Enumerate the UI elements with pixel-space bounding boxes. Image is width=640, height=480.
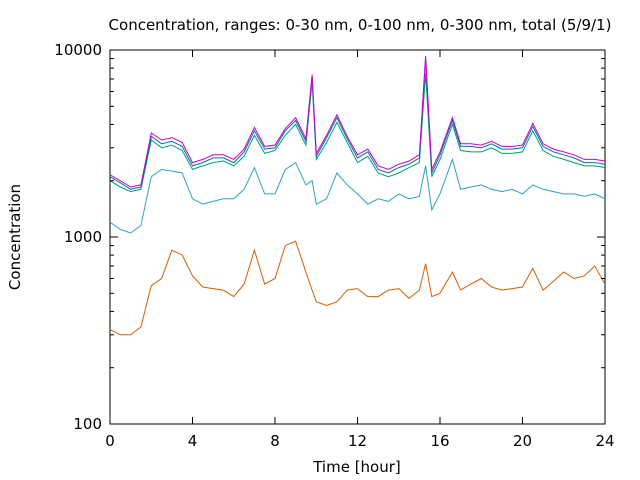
x-tick-label: 12 (348, 432, 367, 450)
series-layer (109, 55, 606, 336)
chart-title: Concentration, ranges: 0-30 nm, 0-100 nm… (109, 16, 612, 34)
x-tick-label: 0 (105, 432, 115, 450)
x-axis-ticks: 0 4 8 12 16 20 24 (105, 50, 615, 450)
x-tick-label: 4 (188, 432, 198, 450)
x-tick-label: 24 (595, 432, 614, 450)
y-axis-ticks: 100 1000 10000 (54, 41, 605, 433)
series-line-4 (109, 58, 606, 190)
y-tick-label: 100 (73, 415, 102, 433)
x-tick-label: 20 (513, 432, 532, 450)
y-axis-label: Concentration (6, 184, 24, 290)
x-tick-label: 16 (430, 432, 449, 450)
plot-frame (109, 49, 606, 425)
series-line-3 (109, 73, 606, 193)
x-axis-label: Time [hour] (312, 458, 401, 476)
series-line-5 (109, 55, 606, 188)
y-tick-label: 1000 (64, 228, 102, 246)
y-tick-label: 10000 (54, 41, 102, 59)
series-line-1 (109, 240, 606, 336)
series-line-2 (109, 157, 606, 234)
x-tick-label: 8 (270, 432, 280, 450)
